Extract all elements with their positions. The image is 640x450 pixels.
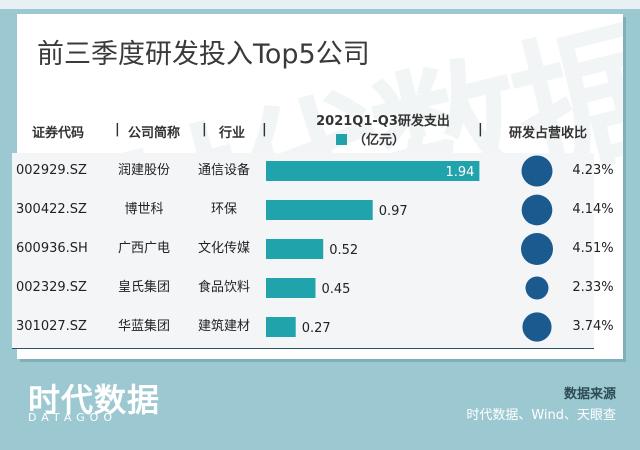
table-row [12,309,594,349]
row-cells: 600936.SH 广西广电 文化传媒 4.51% [0,233,640,265]
bar-value-label: 0.45 [322,282,351,297]
brand-logo: 时代数据 [28,381,161,419]
legend-unit: （亿元） [353,133,406,148]
cell-code: 301027.SZ [16,319,87,334]
header-separator: | [202,122,207,137]
ratio-circle [521,155,553,187]
cell-name: 广西广电 [117,241,170,256]
bar-广西广电 [266,239,324,259]
bar-value-label: 0.97 [379,204,408,219]
top-strip [0,0,640,9]
cell-industry: 食品饮料 [197,280,250,295]
bar-value-label: 1.94 [445,165,474,180]
ratio-circle [521,233,553,265]
cell-industry: 建筑建材 [197,319,250,334]
cell-ratio: 2.33% [572,280,614,295]
row-cells: 002929.SZ 润建股份 通信设备 4.23% [0,155,640,187]
row-cells: 300422.SZ 博世科 环保 4.14% [0,194,640,226]
cell-name: 皇氏集团 [117,280,170,295]
ratio-circle [522,312,552,342]
cell-industry: 环保 [210,202,237,217]
legend-entry: （亿元） [336,129,405,148]
row-cells: 301027.SZ 华蓝集团 建筑建材 3.74% [0,311,640,343]
cell-name: 润建股份 [117,163,170,178]
ratio-circle [525,276,549,300]
cell-ratio: 4.23% [572,163,614,178]
cell-ratio: 3.74% [572,319,614,334]
header-industry: 行业 [219,126,246,141]
header-code: 证券代码 [32,126,85,141]
cell-ratio: 4.14% [572,202,614,217]
chart-title: 前三季度研发投入Top5公司 [37,39,370,70]
cell-name: 博世科 [124,202,164,217]
legend-swatch [336,134,347,145]
header-separator: | [262,122,267,137]
cell-code: 002329.SZ [16,280,87,295]
bar-value-label: 0.52 [329,243,358,258]
bar-皇氏集团 [266,278,316,298]
cell-name: 华蓝集团 [117,319,170,334]
header-separator: | [478,122,483,137]
bar-博世科 [266,200,373,220]
cell-industry: 文化传媒 [197,241,250,256]
bar-润建股份 [266,161,480,181]
ratio-circle [521,194,553,226]
cell-code: 600936.SH [16,241,88,256]
header-ratio: 研发占营收比 [509,126,588,141]
cell-code: 002929.SZ [16,163,87,178]
cell-ratio: 4.51% [572,241,614,256]
source-text: 时代数据、Wind、天眼查 [466,408,616,423]
brand-logo-subtitle: DATAGOO [28,411,117,424]
bar-value-label: 0.27 [302,321,331,336]
bar-华蓝集团 [266,317,296,337]
header-separator: | [115,122,120,137]
cell-code: 300422.SZ [16,202,87,217]
header-name: 公司简称 [128,126,181,141]
legend-title: 2021Q1-Q3研发支出 [316,114,450,129]
source-label: 数据来源 [563,387,616,402]
row-cells: 002329.SZ 皇氏集团 食品饮料 2.33% [0,272,640,304]
cell-industry: 通信设备 [197,163,250,178]
